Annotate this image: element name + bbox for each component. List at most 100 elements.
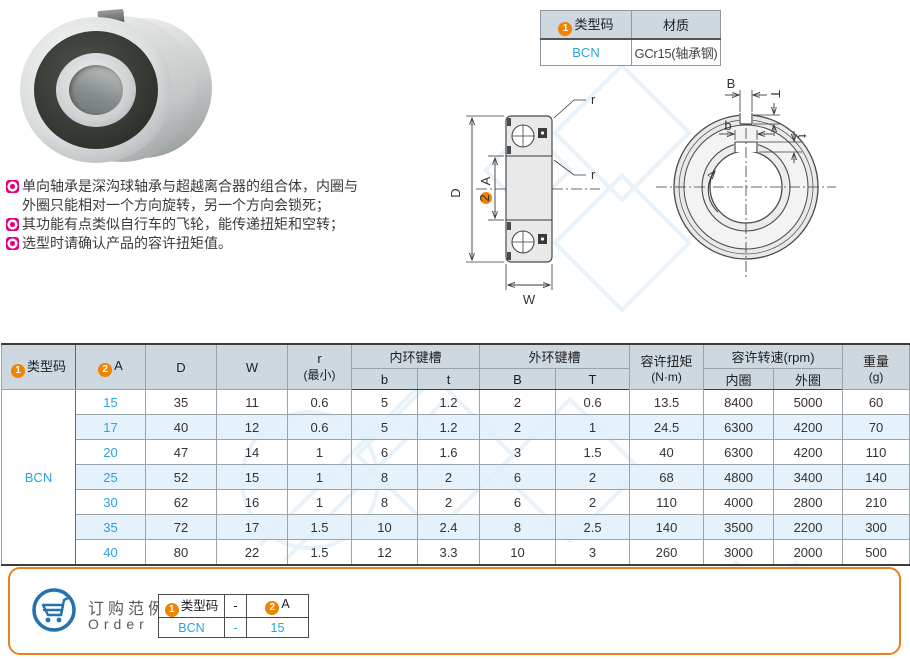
col-header-weight: 重量 (g) (842, 343, 910, 390)
spec-value-cell: 300 (842, 514, 910, 540)
spec-value-cell: 0.6 (287, 389, 352, 415)
a-value-cell[interactable]: 20 (75, 439, 146, 465)
spec-value-cell: 3 (479, 439, 557, 465)
info-header-material: 材质 (631, 10, 721, 40)
spec-value-cell: 22 (216, 539, 288, 566)
col-group-outer-keyway: 外环键槽 (479, 343, 631, 369)
spec-value-cell: 5000 (773, 389, 844, 415)
info-type-code-value[interactable]: BCN (540, 38, 632, 66)
spec-value-cell: 3500 (703, 514, 775, 540)
spec-value-cell: 2800 (773, 489, 844, 515)
col-header-type-code: 1 类型码 (1, 343, 76, 390)
a-value-cell[interactable]: 35 (75, 514, 146, 540)
order-title: 订购范例 (88, 601, 169, 618)
spec-value-cell: 72 (145, 514, 217, 540)
bullet-icon (6, 180, 19, 193)
spec-value-cell: 3.3 (416, 539, 481, 566)
col-header-torque: 容许扭矩 (N·m) (629, 343, 705, 390)
a-value-cell[interactable]: 25 (75, 464, 146, 490)
bullet-icon (6, 218, 19, 231)
spec-value-cell: 2 (555, 464, 631, 490)
spec-value-cell: 62 (145, 489, 217, 515)
circled-2-icon (480, 192, 492, 204)
spec-row: 30 62 16 1 8 2 6 2 110 4000 2800 210 (2, 489, 910, 515)
spec-value-cell: 6 (351, 439, 418, 465)
spec-row: 17 40 12 0.6 5 1.2 2 1 24.5 6300 4200 70 (2, 414, 910, 440)
spec-value-cell: 15 (216, 464, 288, 490)
a-value-cell[interactable]: 17 (75, 414, 146, 440)
col-header-T: T (555, 368, 631, 390)
col-header-d: D (145, 343, 217, 390)
spec-value-cell: 52 (145, 464, 217, 490)
description-line: 单向轴承是深沟球轴承与超越离合器的组合体，内圈与 (6, 177, 396, 196)
col-header-r: r (最小) (287, 343, 352, 390)
description-line: 选型时请确认产品的容许扭矩值。 (6, 234, 396, 253)
spec-value-cell: 1 (287, 439, 352, 465)
circled-2-icon: 2 (265, 601, 280, 615)
spec-value-cell: 8 (351, 489, 418, 515)
spec-value-cell: 17 (216, 514, 288, 540)
spec-value-cell: 35 (145, 389, 217, 415)
spec-value-cell: 140 (629, 514, 705, 540)
circled-1-icon: 1 (164, 603, 179, 617)
spec-value-cell: 6300 (703, 414, 775, 440)
spec-value-cell: 1.5 (287, 514, 352, 540)
description-text: 其功能有点类似自行车的飞轮，能传递扭矩和空转； (22, 216, 344, 232)
a-value-cell[interactable]: 40 (75, 539, 146, 566)
spec-value-cell: 500 (842, 539, 910, 566)
spec-value-cell: 2.5 (555, 514, 631, 540)
spec-value-cell: 2 (479, 414, 557, 440)
dim-label-W: W (523, 292, 536, 307)
spec-value-cell: 0.6 (555, 389, 631, 415)
spec-value-cell: 12 (216, 414, 288, 440)
spec-value-cell: 1.2 (416, 414, 481, 440)
spec-value-cell: 4000 (703, 489, 775, 515)
spec-value-cell: 2 (555, 489, 631, 515)
spec-value-cell: 1.6 (416, 439, 481, 465)
product-description: 单向轴承是深沟球轴承与超越离合器的组合体，内圈与 外圈只能相对一个方向旋转，另一… (6, 177, 396, 253)
description-text: 外圈只能相对一个方向旋转，另一个方向会锁死； (22, 197, 330, 213)
bullet-icon (6, 237, 19, 250)
a-value-cell[interactable]: 15 (75, 389, 146, 415)
spec-value-cell: 40 (629, 439, 705, 465)
spec-value-cell: 10 (479, 539, 557, 566)
circled-2-number: 2 (477, 194, 492, 201)
front-view-drawing: B T b t (656, 76, 836, 278)
spec-row: 40 80 22 1.5 12 3.3 10 3 260 3000 2000 500 (2, 539, 910, 566)
spec-value-cell: 1.5 (555, 439, 631, 465)
circled-1-icon: 1 (10, 364, 25, 378)
spec-value-cell: 1 (287, 464, 352, 490)
spec-value-cell: 1.5 (287, 539, 352, 566)
spec-value-cell: 14 (216, 439, 288, 465)
type-code-cell[interactable]: BCN (1, 389, 76, 566)
col-header-t: t (416, 368, 481, 390)
col-header-B: B (479, 368, 557, 390)
spec-value-cell: 6 (479, 464, 557, 490)
spec-row: 20 47 14 1 6 1.6 3 1.5 40 6300 4200 110 (2, 439, 910, 465)
cart-icon (32, 588, 76, 632)
spec-value-cell: 110 (842, 439, 910, 465)
spec-value-cell: 1.2 (416, 389, 481, 415)
spec-value-cell: 2 (479, 389, 557, 415)
description-text: 选型时请确认产品的容许扭矩值。 (22, 235, 232, 251)
description-text: 单向轴承是深沟球轴承与超越离合器的组合体，内圈与 (22, 178, 358, 194)
spec-value-cell: 1 (555, 414, 631, 440)
circled-2-icon: 2 (98, 362, 113, 377)
spec-value-cell: 3000 (703, 539, 775, 566)
spec-value-cell: 6 (479, 489, 557, 515)
spec-value-cell: 68 (629, 464, 705, 490)
spec-value-cell: 11 (216, 389, 288, 415)
spec-value-cell: 3 (555, 539, 631, 566)
order-subtitle: Order (88, 616, 149, 632)
spec-value-cell: 8 (351, 464, 418, 490)
spec-value-cell: 6300 (703, 439, 775, 465)
rotation-arrow-icon (708, 171, 719, 213)
spec-value-cell: 4200 (773, 414, 844, 440)
a-value-cell[interactable]: 30 (75, 489, 146, 515)
spec-table-body: BCN 15 35 11 0.6 5 1.2 2 0.6 13.5 8400 5000 60 17 40 12… (1, 389, 910, 566)
